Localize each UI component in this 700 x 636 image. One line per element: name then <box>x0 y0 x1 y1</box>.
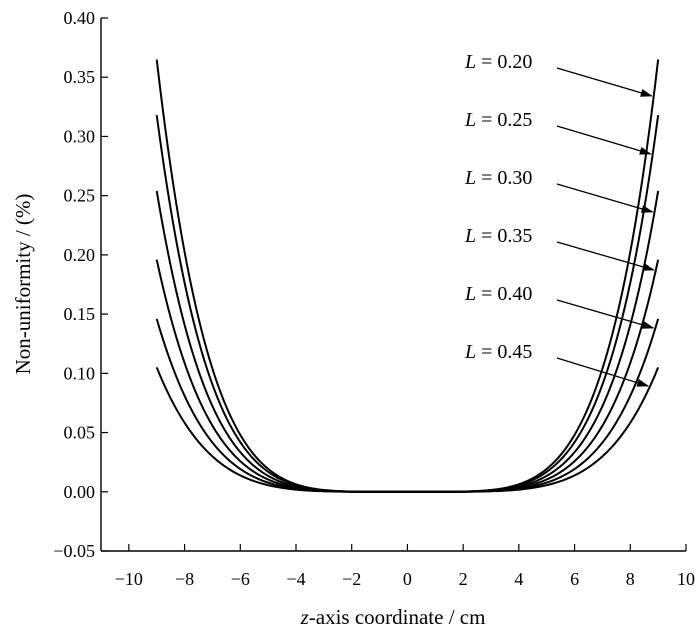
legend-label-2: L = 0.25 <box>464 109 532 131</box>
series-line-6 <box>155 367 660 493</box>
x-tick-label: 8 <box>626 569 635 589</box>
x-tick-label: 2 <box>459 569 468 589</box>
x-tick-label: −4 <box>286 569 305 589</box>
y-tick-label: 0.25 <box>64 186 96 206</box>
y-tick-label: 0.40 <box>64 8 96 28</box>
x-tick-label: 0 <box>403 569 412 589</box>
x-tick-label: −10 <box>115 569 143 589</box>
series-line-4 <box>155 259 660 493</box>
x-axis-title: z-axis coordinate / cm <box>300 605 486 629</box>
series-line-2 <box>155 114 660 493</box>
y-tick-label: 0.15 <box>64 304 96 324</box>
x-tick-label: −6 <box>231 569 250 589</box>
x-axis-title-rest: -axis coordinate / cm <box>309 605 486 629</box>
y-tick-label: 0.10 <box>64 363 96 383</box>
series-curves <box>155 59 660 493</box>
y-tick-label: 0.00 <box>64 482 96 502</box>
x-tick-label: 6 <box>570 569 579 589</box>
legend-label-1: L = 0.20 <box>464 51 532 73</box>
y-tick-label: 0.35 <box>64 67 96 87</box>
x-axis-title-italic: z <box>300 605 309 629</box>
y-tick-label: −0.05 <box>53 541 95 561</box>
y-tick-label: 0.30 <box>64 126 96 146</box>
y-axis-title: Non-uniformity / (%) <box>11 194 35 375</box>
x-tick-label: 10 <box>677 569 695 589</box>
x-tick-label: 4 <box>514 569 523 589</box>
legend-label-6: L = 0.45 <box>464 341 532 363</box>
legend-arrow-1 <box>556 67 653 97</box>
legend-label-3: L = 0.30 <box>464 167 532 189</box>
y-tick-label: 0.05 <box>64 423 96 443</box>
legend-arrow-6 <box>556 357 650 387</box>
legend-arrow-5 <box>556 299 655 329</box>
x-tick-label: −2 <box>342 569 361 589</box>
y-tick-label: 0.20 <box>64 245 96 265</box>
legend-arrow-2 <box>556 125 652 155</box>
series-line-5 <box>155 318 660 493</box>
plot-axes <box>100 18 686 552</box>
legend-arrow-3 <box>556 183 654 213</box>
x-tick-label: −8 <box>175 569 194 589</box>
legend-labels: L = 0.20 L = 0.25 L = 0.30 L = 0.35 L = 0.40… <box>464 51 655 387</box>
legend-label-5: L = 0.40 <box>464 283 532 305</box>
legend-label-4: L = 0.35 <box>464 225 532 247</box>
axis-ticks: −0.05 0.00 0.05 0.10 0.15 0.20 0.25 0.30 0.35 0.4… <box>53 8 695 589</box>
series-line-3 <box>155 190 660 493</box>
legend-arrow-4 <box>556 241 655 271</box>
